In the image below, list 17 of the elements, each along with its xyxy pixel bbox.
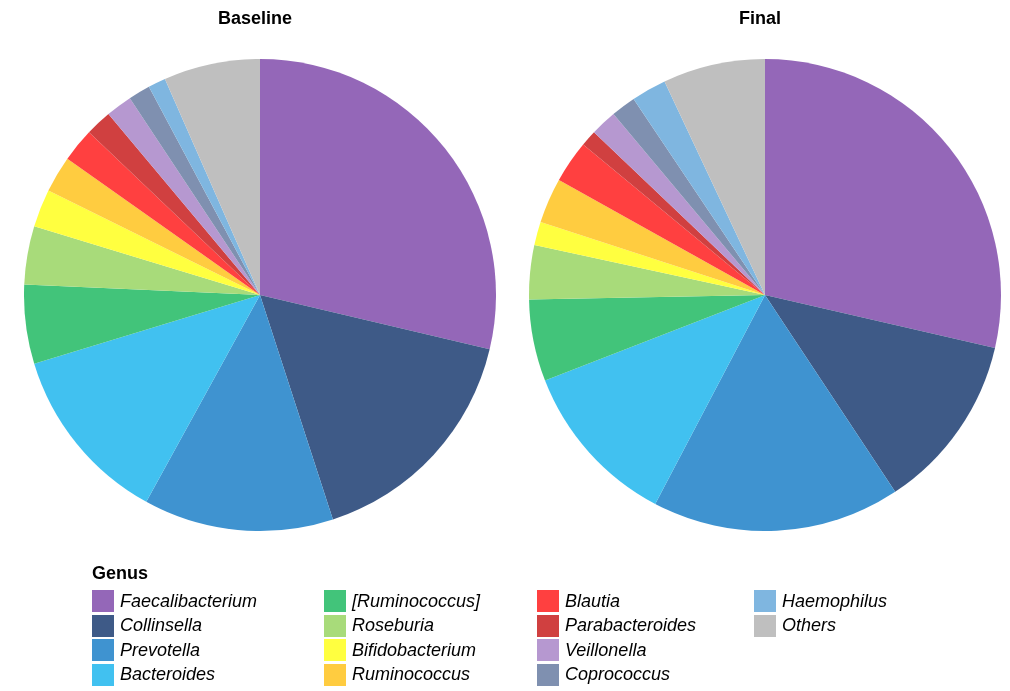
legend-label: Parabacteroides: [565, 615, 697, 636]
legend-label: Roseburia: [352, 615, 435, 636]
legend-label: [Ruminococcus]: [352, 590, 481, 612]
legend-label: Haemophilus: [782, 590, 888, 612]
legend-label: Ruminococcus: [352, 664, 471, 685]
legend-label: Coprococcus: [565, 664, 671, 685]
legend-label: Bacteroides: [120, 664, 216, 685]
legend-title: Genus: [92, 563, 149, 584]
legend-label: Bifidobacterium: [352, 639, 477, 661]
legend-label: Blautia: [565, 590, 621, 612]
legend-label: Collinsella: [120, 615, 203, 636]
slice-label: Baseline: [216, 8, 293, 29]
slice-label: Final: [738, 8, 782, 29]
legend-label: Others: [782, 615, 837, 636]
legend-label: Veillonella: [565, 639, 647, 661]
legend-label: Faecalibacterium: [120, 590, 258, 612]
legend-label: Prevotella: [120, 639, 201, 661]
